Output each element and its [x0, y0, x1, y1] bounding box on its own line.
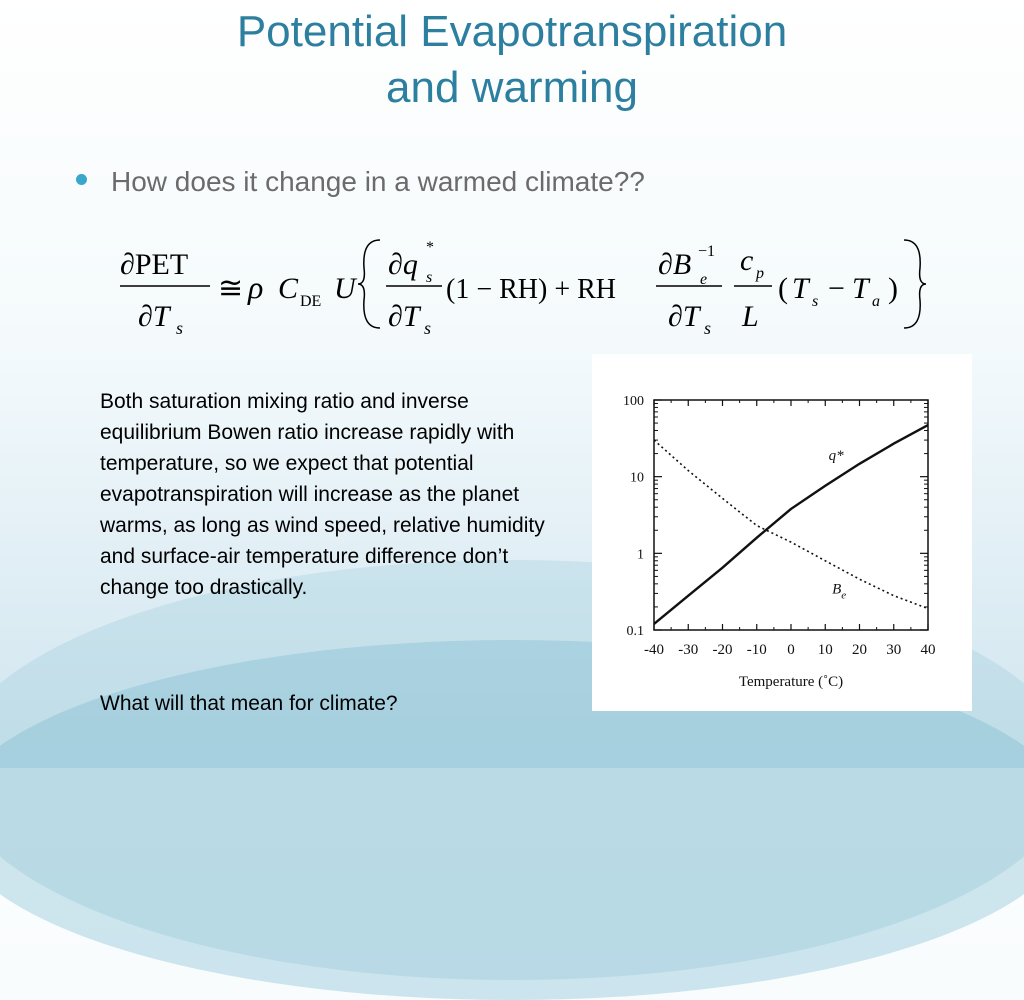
ta-symbol: T [852, 272, 871, 305]
ts-symbol: T [792, 272, 811, 305]
x-tick-label: 30 [886, 642, 901, 658]
dt2-denominator: ∂T [668, 300, 702, 333]
q-subscript: s [426, 269, 432, 286]
minus-symbol: − [828, 272, 845, 305]
rh-term: (1 − RH) + RH [446, 274, 616, 305]
be-label: Be [832, 581, 846, 601]
y-tick-label: 10 [630, 471, 644, 486]
left-big-paren [357, 239, 381, 329]
ta-subscript: a [872, 293, 880, 310]
series-line-q [653, 424, 929, 625]
rho-symbol: ρ [247, 269, 263, 305]
c-symbol: C [278, 272, 299, 305]
be-label-sub: e [841, 589, 846, 601]
cp-subscript: p [755, 265, 764, 282]
q-superscript: * [426, 239, 434, 256]
x-tick-label: -20 [713, 642, 733, 658]
slide-title: Potential Evapotranspiration and warming [0, 4, 1024, 116]
chart-panel: -40 -30 -20 -10 0 10 20 30 40 0.1 1 10 100 q* Be Te… [592, 354, 972, 711]
temperature-log-chart: -40 -30 -20 -10 0 10 20 30 40 0.1 1 10 100 q* Be Te… [623, 394, 936, 690]
cp-numerator: c [740, 244, 753, 277]
b-superscript: −1 [698, 243, 715, 260]
explanation-paragraph: Both saturation mixing ratio and inverse… [100, 390, 545, 599]
approx-symbol: ≅ [218, 272, 243, 305]
x-tick-label: 0 [787, 642, 795, 658]
lhs-numerator: ∂PET [120, 248, 188, 281]
x-tick-label: -10 [747, 642, 767, 658]
lhs-denominator-sub: s [176, 318, 183, 338]
x-axis-title: Temperature (˚C) [739, 674, 843, 690]
be-label-main: B [832, 581, 841, 597]
plot-frame [653, 399, 929, 631]
close-paren: ) [888, 272, 898, 305]
bullet-item: How does it change in a warmed climate?? [76, 166, 645, 198]
bullet-dot-icon [76, 173, 87, 185]
y-tick-label: 0.1 [627, 624, 645, 639]
x-tick-label: -40 [644, 642, 664, 658]
title-line-1: Potential Evapotranspiration [236, 7, 788, 56]
db-numerator: ∂B [658, 248, 691, 281]
bullet-text: How does it change in a warmed climate?? [111, 166, 645, 197]
y-tick-label: 100 [623, 394, 644, 409]
y-axis-ticks: 0.1 1 10 100 [623, 394, 928, 639]
q-star-label: q* [829, 448, 845, 464]
y-tick-label: 1 [637, 547, 644, 562]
x-tick-label: 40 [921, 642, 936, 658]
series-line-be [653, 439, 929, 610]
lhs-denominator: ∂T [138, 300, 172, 333]
ts-subscript: s [812, 293, 818, 310]
dt2-subscript: s [704, 318, 711, 338]
closing-question: What will that mean for climate? [100, 692, 398, 715]
series-lines [653, 424, 929, 625]
x-tick-label: -30 [678, 642, 698, 658]
x-tick-label: 20 [852, 642, 867, 658]
dq-numerator: ∂q [388, 248, 418, 281]
open-paren: ( [778, 272, 788, 305]
pet-equation: ∂PET ∂T s ≅ ρ C DE U ∂q * s ∂T s (1 − RH… [120, 239, 927, 338]
b-subscript: e [700, 271, 707, 288]
minor-ticks [654, 400, 928, 630]
dt-denominator: ∂T [388, 300, 422, 333]
c-subscript: DE [300, 293, 321, 310]
right-big-paren [903, 239, 927, 329]
l-denominator: L [741, 300, 759, 333]
dt-subscript: s [424, 318, 431, 338]
x-tick-label: 10 [818, 642, 833, 658]
u-symbol: U [334, 272, 358, 305]
title-line-2: and warming [386, 63, 638, 112]
x-axis-ticks: -40 -30 -20 -10 0 10 20 30 40 [644, 400, 936, 658]
